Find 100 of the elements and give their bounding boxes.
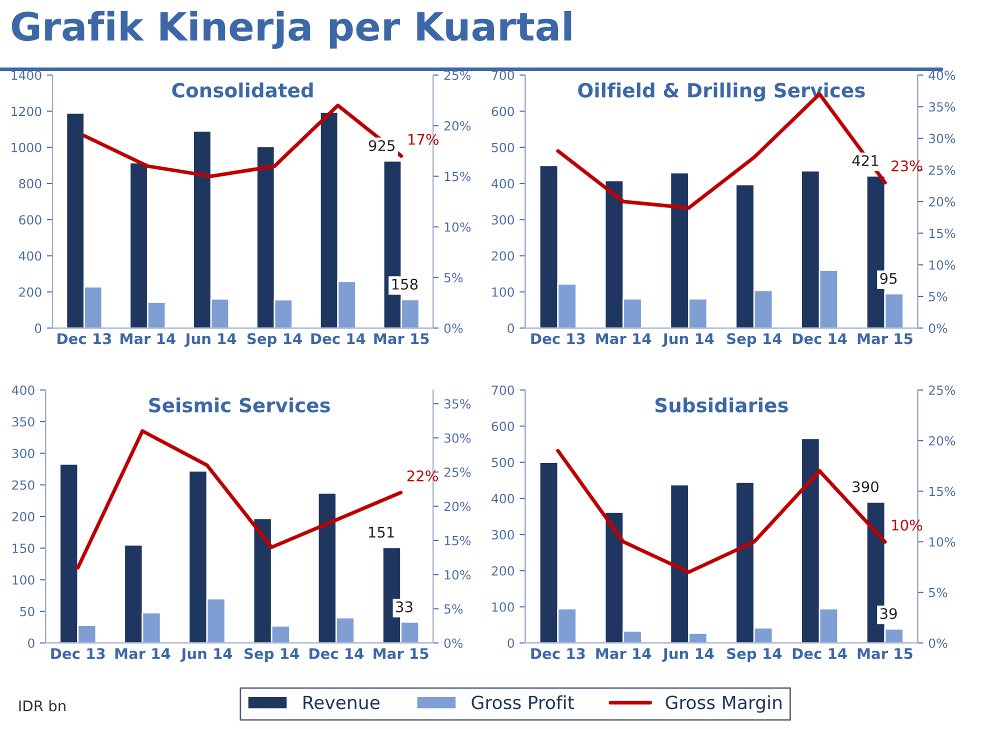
y-tick-label: 100 [12,575,34,585]
y-tick-label: 0 [28,638,34,648]
x-tick-label: Dec 13 [531,333,585,344]
x-tick-label: Dec 14 [311,333,366,344]
y-tick-label: 200 [492,566,514,576]
y-tick-label: 200 [492,251,514,261]
y-tick-label: 500 [492,458,514,468]
y-tick-label: 0 [34,324,42,333]
data-label: 151 [368,526,394,538]
y2-tick-label: 0% [928,324,948,333]
y2-tick-label: 5% [444,604,463,614]
y-tick-label: 100 [492,602,514,612]
x-tick-label: Jun 14 [184,333,236,347]
y-tick-label: 100 [492,287,514,297]
y-tick-label: 600 [492,106,514,116]
y-tick-label: 250 [12,480,34,490]
y2-tick-label: 0% [444,324,463,333]
text: Grafik Kinerja per Kuartal [12,10,572,49]
y-tick-label: 1200 [12,106,42,116]
y2-tick-label: 10% [444,570,471,580]
legend-label: Gross Margin [666,695,782,713]
y-tick-label: 400 [492,178,514,188]
y-tick-label: 1400 [12,70,42,80]
x-tick-label: Jun 14 [662,333,714,347]
y-tick-label: 150 [12,544,34,554]
x-tick-label: Dec 13 [531,648,585,660]
y-tick-label: 0 [508,324,514,333]
y2-tick-label: 10% [929,537,956,547]
data-label: 925 [368,140,395,152]
x-tick-label: Mar 14 [596,648,652,660]
y-tick-label: 300 [492,530,514,540]
y2-tick-label: 20% [929,436,956,446]
x-tick-label: Dec 14 [310,648,364,660]
y-tick-label: 600 [19,215,42,225]
data-label: 17% [408,134,439,145]
y-tick-label: 400 [18,251,42,261]
text: IDR bn [19,700,66,712]
y2-tick-label: 15% [929,228,956,238]
line-series [82,104,404,178]
y-tick-label: 800 [19,178,42,188]
x-tick-label: Mar 15 [374,333,429,344]
y2-tick-label: 10% [929,260,956,270]
y-tick-label: 350 [12,417,34,427]
legend-label: Gross Profit [472,695,574,710]
legend-label: Revenue [304,696,380,710]
x-tick-label: Mar 15 [858,648,912,660]
x-tick-label: Jun 14 [180,648,232,662]
chart-title: Seismic Services [149,397,330,413]
y-tick-label: 400 [492,494,514,504]
x-tick-label: Sep 14 [727,648,782,662]
x-tick-label: Sep 14 [247,333,302,348]
y2-tick-label: 0% [444,638,463,648]
x-tick-label: Jun 14 [662,648,714,662]
x-tick-label: Mar 14 [596,333,652,344]
y-tick-label: 0 [508,638,514,648]
y-tick-label: 200 [12,512,34,522]
data-label: 23% [892,160,922,172]
x-tick-label: Mar 15 [374,648,428,660]
y2-tick-label: 0% [928,638,948,648]
data-label: 22% [407,470,438,482]
data-label: 39 [880,608,897,620]
y2-tick-label: 20% [929,197,956,206]
x-tick-label: Mar 15 [858,333,912,344]
y2-tick-label: 15% [929,486,956,496]
y-tick-label: 400 [12,385,34,395]
y-tick-label: 300 [12,448,34,458]
y2-tick-label: 30% [444,433,471,443]
chart-title: Oilfield & Drilling Services [578,82,865,102]
x-tick-label: Dec 13 [58,333,112,344]
chart-title: Subsidiaries [655,397,788,413]
y2-tick-label: 40% [928,70,956,80]
y2-tick-label: 25% [444,468,471,477]
data-label: 158 [392,278,418,290]
x-tick-label: Sep 14 [244,648,300,662]
x-tick-label: Sep 14 [727,333,782,348]
data-label: 421 [852,155,878,166]
y-tick-label: 300 [492,215,514,225]
y-tick-label: 1000 [12,142,42,152]
y2-tick-label: 15% [444,536,471,546]
data-label: 390 [852,481,878,492]
y2-tick-label: 35% [444,399,471,409]
data-label: 95 [880,272,897,284]
y2-tick-label: 5% [929,588,948,598]
x-tick-label: Dec 14 [792,648,847,660]
y2-tick-label: 5% [444,272,463,282]
line-series [76,429,403,570]
x-tick-label: Mar 14 [120,333,176,344]
y2-tick-label: 10% [444,222,471,232]
y-tick-label: 50 [20,606,34,616]
y2-tick-label: 20% [444,121,471,131]
y2-tick-label: 30% [929,134,956,144]
y2-tick-label: 35% [929,102,956,112]
y-tick-label: 200 [19,287,42,297]
y2-tick-label: 5% [929,292,948,302]
y2-tick-label: 15% [444,172,471,182]
y-tick-label: 600 [492,422,514,432]
y2-tick-label: 25% [929,385,956,395]
y2-tick-label: 20% [444,502,471,512]
x-tick-label: Dec 13 [51,648,105,660]
chart-title: Consolidated [172,82,313,98]
